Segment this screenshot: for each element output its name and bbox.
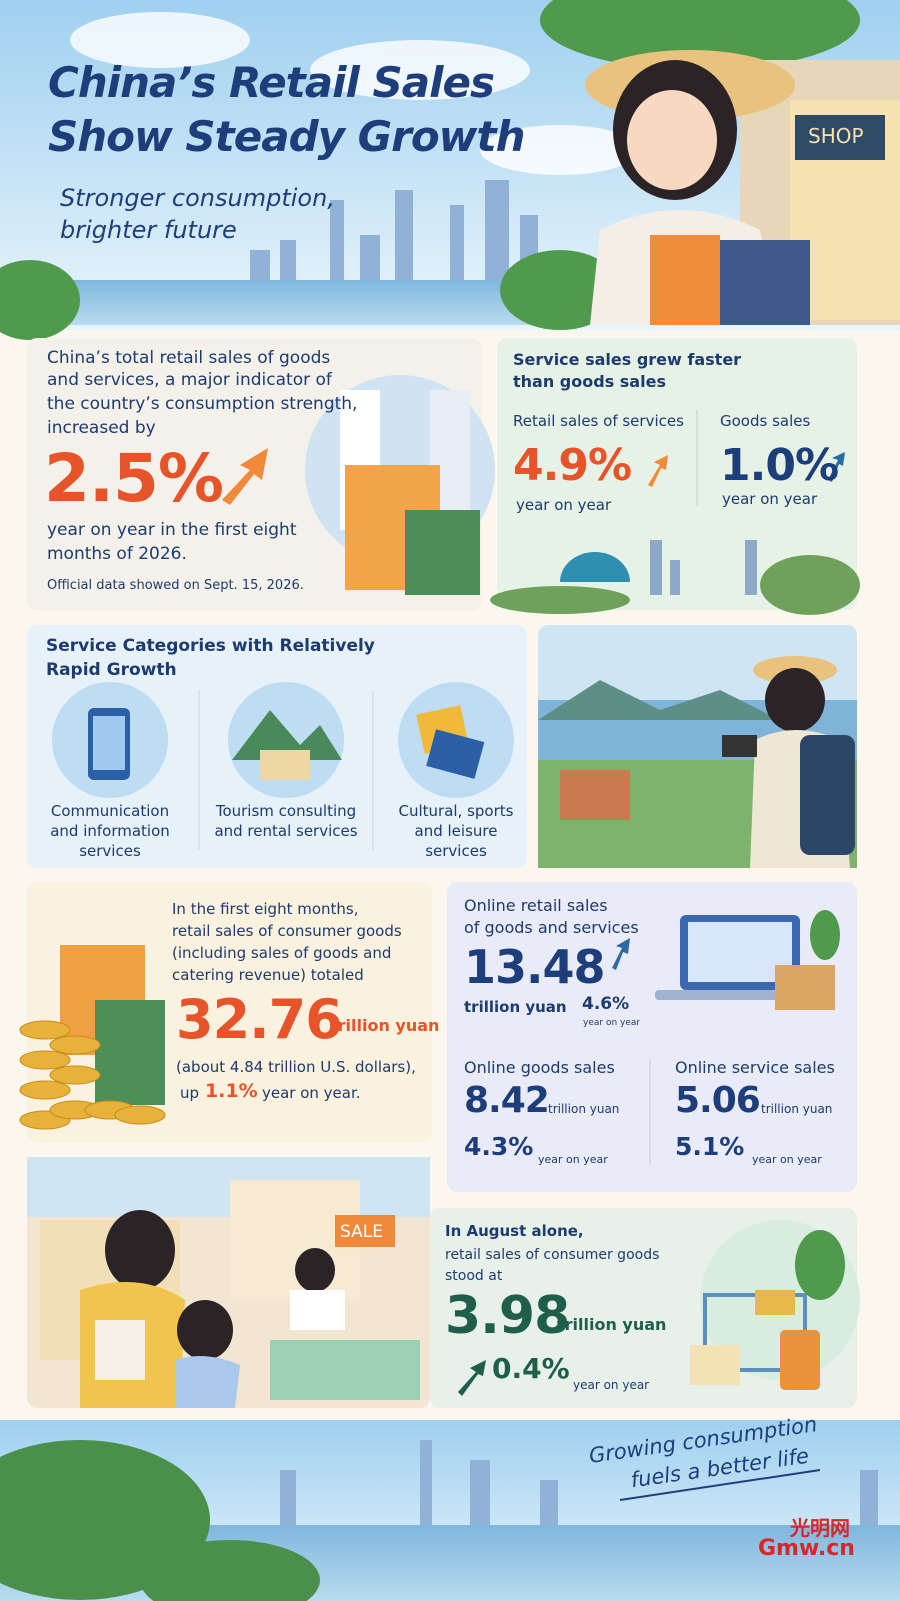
intro-line: In the first eight months, [172, 900, 359, 918]
category-label: Cultural, sports [398, 802, 514, 820]
logo-cn: 光明网 [790, 1516, 850, 1540]
stat-figure: 5.06 [675, 1080, 761, 1121]
sale-sign: SALE [340, 1222, 383, 1242]
title-line: China’s Retail Sales [48, 58, 495, 107]
growth-note: year on year. [262, 1084, 361, 1102]
figure-unit: trillion yuan [557, 1315, 667, 1334]
growth-figure: 4.6% [582, 994, 630, 1014]
category-label: and rental services [214, 822, 358, 840]
heading-line: Online retail sales [464, 896, 608, 915]
growth-figure: 0.4% [492, 1352, 570, 1385]
stat-figure: 8.42 [464, 1080, 550, 1121]
headline-figure: 13.48 [464, 940, 606, 994]
category-label: and information [50, 822, 170, 840]
stat-growth: 5.1% [675, 1132, 745, 1161]
stat-figure: 1.0% [720, 440, 839, 491]
logo-en: Gmw.cn [758, 1536, 855, 1561]
intro-line: catering revenue) totaled [172, 966, 364, 984]
intro-line: increased by [47, 418, 156, 438]
intro-line: (including sales of goods and [172, 944, 392, 962]
stat-note: year on year [516, 496, 612, 514]
category-label: Communication [50, 802, 170, 820]
stat-growth: 4.3% [464, 1132, 534, 1161]
intro-line: retail sales of consumer goods [445, 1247, 660, 1263]
intro-line: the country’s consumption strength, [47, 394, 358, 414]
stat-label: Retail sales of services [513, 412, 684, 430]
growth-prefix: up [180, 1084, 200, 1102]
subtitle-line: brighter future [60, 216, 237, 244]
heading-line: Rapid Growth [46, 660, 177, 680]
stat-note: year on year [722, 490, 818, 508]
stat-label: Goods sales [720, 412, 811, 430]
growth-figure: 1.1% [205, 1080, 258, 1102]
source-note: Official data showed on Sept. 15, 2026. [47, 578, 304, 593]
stat-note: year on year [538, 1153, 608, 1166]
intro-line: In August alone, [445, 1222, 584, 1240]
stat-note: year on year [752, 1153, 822, 1166]
stat-unit: trillion yuan [548, 1102, 620, 1116]
category-label: and leisure [414, 822, 498, 840]
intro-line: China’s total retail sales of goods [47, 348, 331, 368]
intro-line: stood at [445, 1268, 503, 1284]
after-line: months of 2026. [47, 544, 187, 564]
heading-line: of goods and services [464, 918, 639, 937]
headline-figure: 2.5% [44, 440, 224, 517]
intro-line: retail sales of consumer goods [172, 922, 402, 940]
usd-note: (about 4.84 trillion U.S. dollars), [176, 1058, 416, 1076]
growth-note: year on year [573, 1378, 650, 1392]
figure-unit: trillion yuan [330, 1016, 440, 1035]
heading-line: Service Categories with Relatively [46, 636, 375, 656]
headline-figure: 3.98 [445, 1286, 570, 1346]
stat-label: Online service sales [675, 1058, 835, 1077]
stat-unit: trillion yuan [761, 1102, 833, 1116]
headline-figure: 32.76 [176, 988, 343, 1051]
heading-line: Service sales grew faster [513, 350, 742, 369]
shop-sign: SHOP [808, 124, 864, 148]
stat-label: Online goods sales [464, 1058, 615, 1077]
title-line: Show Steady Growth [48, 112, 525, 161]
category-label: Tourism consulting [215, 802, 357, 820]
category-label: services [425, 842, 487, 860]
growth-note: year on year [583, 1018, 641, 1028]
heading-line: than goods sales [513, 372, 666, 391]
figure-unit: trillion yuan [464, 998, 567, 1016]
subtitle-line: Stronger consumption, [60, 184, 335, 212]
intro-line: and services, a major indicator of [47, 370, 332, 390]
after-line: year on year in the first eight [47, 520, 297, 540]
category-label: services [79, 842, 141, 860]
stat-figure: 4.9% [513, 440, 632, 491]
